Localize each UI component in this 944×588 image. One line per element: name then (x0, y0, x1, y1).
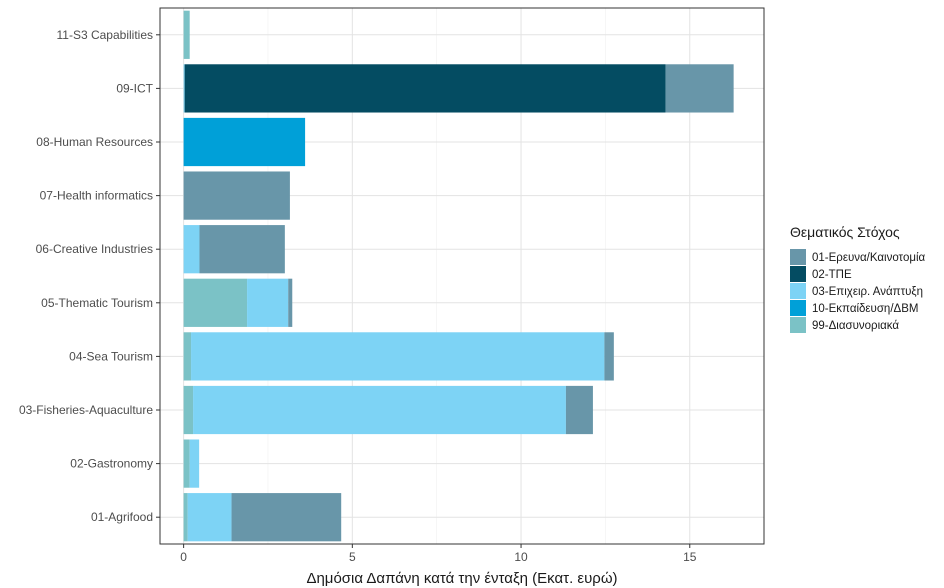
x-tick-label: 5 (349, 550, 356, 564)
legend-label: 03-Επιχειρ. Ανάπτυξη (812, 286, 923, 298)
bar-segment (565, 385, 593, 435)
x-axis-title: Δημόσια Δαπάνη κατά την ένταξη (Εκατ. ευ… (306, 570, 617, 587)
legend-swatch (790, 317, 806, 333)
bars (183, 10, 734, 542)
y-tick-label: 01-Agrifood (91, 510, 153, 524)
y-tick-label: 09-ICT (116, 81, 153, 95)
legend-swatch (790, 283, 806, 299)
y-tick-label: 03-Fisheries-Aquaculture (19, 403, 153, 417)
bar-segment (183, 225, 200, 274)
y-tick-label: 07-Health informatics (40, 189, 153, 203)
bar-segment (183, 493, 188, 542)
bar-segment (183, 439, 190, 488)
legend: Θεματικός Στόχος 01-Ερευνα/Καινοτομία 02-… (790, 224, 926, 333)
y-tick-label: 11-S3 Capabilities (57, 28, 154, 42)
legend-swatch (790, 300, 806, 316)
bar-segment (191, 332, 605, 381)
bar-segment (288, 278, 293, 327)
legend-label: 02-ΤΠΕ (812, 269, 852, 281)
bar-segment (187, 493, 232, 542)
bar-segment (184, 64, 666, 113)
bar-segment (189, 439, 200, 488)
legend-swatch (790, 266, 806, 282)
y-tick-label: 05-Thematic Tourism (41, 296, 153, 310)
y-tick-label: 02-Gastronomy (70, 457, 153, 471)
legend-label: 01-Ερευνα/Καινοτομία (812, 252, 926, 264)
bar-segment (604, 332, 614, 381)
bar-segment (193, 385, 566, 435)
bar-segment (665, 64, 734, 113)
bar-segment (183, 278, 248, 327)
bar-segment (183, 117, 306, 167)
bar-segment (183, 64, 185, 113)
y-tick-label: 04-Sea Tourism (69, 349, 153, 363)
x-axis: 0 5 10 15 (180, 544, 697, 564)
legend-label: 99-Διασυνοριακά (812, 320, 899, 332)
y-axis: 01-Agrifood 02-Gastronomy 03-Fisheries-Aqu… (19, 28, 160, 524)
bar-segment (231, 493, 342, 542)
x-tick-label: 0 (180, 550, 187, 564)
bar-segment (183, 171, 290, 220)
legend-title: Θεματικός Στόχος (790, 224, 900, 240)
bar-segment (183, 332, 192, 381)
y-tick-label: 08-Human Resources (36, 135, 153, 149)
bar-segment (183, 385, 194, 435)
x-tick-label: 15 (683, 550, 697, 564)
x-tick-label: 10 (514, 550, 528, 564)
panel-border (159, 7, 765, 545)
bar-segment (247, 278, 289, 327)
bar-segment (183, 10, 190, 59)
bar-segment (199, 225, 285, 274)
y-tick-label: 06-Creative Industries (36, 242, 153, 256)
legend-label: 10-Εκπαίδευση/ΔΒΜ (812, 303, 918, 315)
legend-swatch (790, 249, 806, 265)
